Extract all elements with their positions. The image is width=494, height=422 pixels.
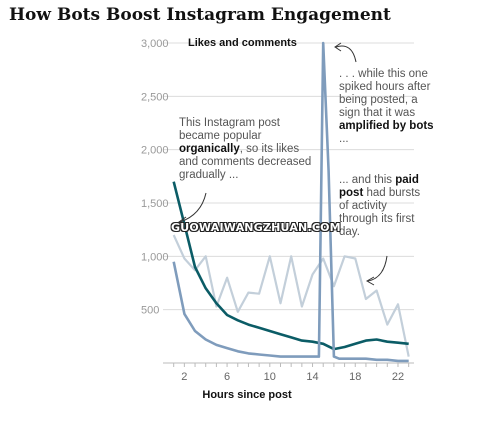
organic-arrow bbox=[179, 192, 207, 223]
y-tick-label: 1,000 bbox=[141, 251, 169, 263]
y-tick-labels: 500 1,000 1,500 2,000 2,500 3,000 bbox=[141, 38, 169, 317]
annotation-bots-text-end: ... bbox=[339, 133, 349, 145]
annotation-paid-text: ... and this bbox=[339, 174, 396, 186]
y-tick-label: 1,500 bbox=[141, 198, 169, 210]
series-line-organic bbox=[172, 181, 409, 351]
annotation-organic: This Instagram post became popular organ… bbox=[179, 117, 321, 182]
organic-arrowhead bbox=[177, 216, 188, 226]
chart-title: Likes and comments bbox=[188, 37, 297, 49]
series-line-paid bbox=[172, 234, 410, 357]
grid-lines bbox=[163, 42, 414, 364]
watermark: GUOWAIWANGZHUAN.COM bbox=[171, 221, 341, 234]
y-tick-label: 3,000 bbox=[141, 38, 169, 50]
annotation-bots-text: . . . while this one spiked hours after … bbox=[339, 68, 431, 119]
x-tick-label: 10 bbox=[264, 371, 276, 383]
annotation-organic-text-end: , so its likes and comments decreased gr… bbox=[179, 143, 312, 181]
bots-arrowhead bbox=[334, 42, 342, 52]
annotation-paid-bold: paid post bbox=[339, 174, 419, 199]
x-tick-labels: 2 6 10 14 18 22 bbox=[173, 363, 410, 383]
annotation-bots: . . . while this one spiked hours after … bbox=[339, 68, 439, 146]
annotation-bots-bold: amplified by bots bbox=[339, 120, 434, 132]
annotation-paid: ... and this paid post had bursts of act… bbox=[339, 174, 425, 239]
annotation-organic-text: This Instagram post became popular bbox=[179, 117, 280, 142]
series-line-bots bbox=[172, 41, 409, 363]
paid-arrowhead bbox=[365, 276, 375, 286]
x-axis-label: Hours since post bbox=[202, 389, 292, 401]
x-tick-label: 2 bbox=[181, 371, 187, 383]
paid-arrow bbox=[367, 255, 388, 282]
annotation-arrows bbox=[177, 42, 388, 286]
bots-arrow bbox=[335, 45, 357, 63]
x-tick-label: 14 bbox=[306, 371, 318, 383]
y-tick-label: 500 bbox=[141, 305, 159, 317]
annotation-organic-bold: organically bbox=[179, 143, 240, 155]
y-tick-label: 2,500 bbox=[141, 91, 169, 103]
x-tick-label: 6 bbox=[224, 371, 230, 383]
x-tick-label: 18 bbox=[349, 371, 361, 383]
page-title: How Bots Boost Instagram Engagement bbox=[9, 5, 391, 25]
series-lines bbox=[172, 41, 410, 363]
x-tick-label: 22 bbox=[392, 371, 404, 383]
annotation-paid-text-end: had bursts of activity through its first… bbox=[339, 187, 421, 238]
y-tick-label: 2,000 bbox=[141, 145, 169, 157]
